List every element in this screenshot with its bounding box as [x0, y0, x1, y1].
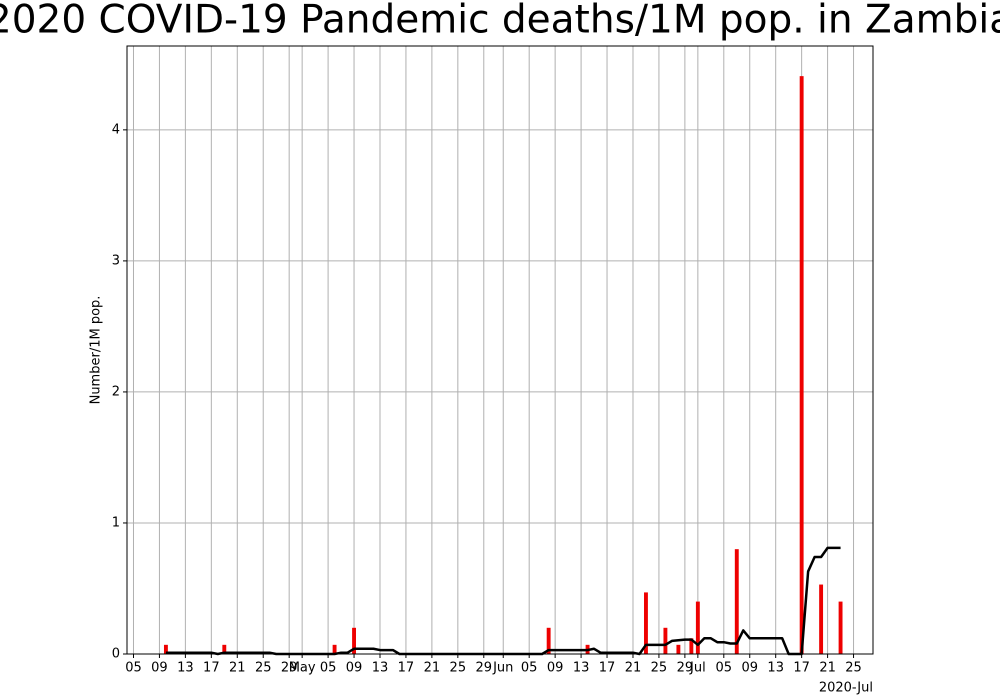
- bar: [734, 549, 739, 654]
- bar: [838, 601, 843, 654]
- bar: [332, 644, 337, 654]
- x-tick-label: 13: [573, 661, 590, 676]
- y-tick-label: 3: [112, 253, 120, 268]
- y-tick-label: 2: [112, 384, 120, 399]
- x-tick-label: 17: [398, 661, 415, 676]
- x-tick-label: 29: [281, 661, 298, 676]
- x-tick-label: Jul: [689, 661, 706, 676]
- bar: [676, 644, 681, 654]
- x-tick-label: 21: [229, 661, 246, 676]
- x-tick-label: May: [289, 661, 316, 676]
- bar: [546, 627, 551, 654]
- x-tick-label: 25: [450, 661, 467, 676]
- x-tick-label: Jun: [492, 661, 513, 676]
- plot-frame: [126, 45, 874, 655]
- bar: [644, 592, 648, 654]
- x-tick-label: 25: [255, 661, 272, 676]
- x-tick-label: 17: [599, 661, 616, 676]
- bar: [799, 76, 804, 654]
- x-tick-label: 05: [125, 661, 142, 676]
- bar: [819, 584, 824, 654]
- y-tick-label: 4: [112, 122, 120, 137]
- x-tick-label: 21: [625, 661, 642, 676]
- x-tick-label: 29: [677, 661, 694, 676]
- x-tick-label: 25: [845, 661, 862, 676]
- bar: [222, 644, 227, 654]
- line: [165, 546, 841, 656]
- x-tick-label: 17: [793, 661, 810, 676]
- y-axis-label: Number/1M pop.: [89, 296, 104, 405]
- x-tick-label: 17: [203, 661, 220, 676]
- x-tick-label: 09: [547, 661, 564, 676]
- x-tick-label: 05: [521, 661, 538, 676]
- x-tick-label: 13: [767, 661, 784, 676]
- x-tick-label: 05: [716, 661, 733, 676]
- x-tick-label: 29: [476, 661, 493, 676]
- bar: [663, 627, 668, 654]
- x-tick-label: 13: [177, 661, 194, 676]
- x-tick-label: 21: [819, 661, 836, 676]
- x-tick-label: 13: [372, 661, 389, 676]
- x-tick-label: 21: [424, 661, 441, 676]
- x-tick-label: 09: [346, 661, 363, 676]
- x-tick-label: 09: [741, 661, 758, 676]
- y-tick-label: 0: [112, 647, 120, 662]
- x-tick-label: 25: [651, 661, 668, 676]
- chart-title: 2020 COVID-19 Pandemic deaths/1M pop. in…: [0, 0, 1000, 43]
- x-offset-label: 2020-Jul: [819, 681, 873, 696]
- bar: [695, 601, 700, 654]
- x-tick-label: 09: [151, 661, 168, 676]
- bar: [352, 627, 356, 654]
- bar: [163, 644, 168, 654]
- x-tick-label: 05: [320, 661, 337, 676]
- y-tick-label: 1: [112, 515, 120, 530]
- bar: [689, 638, 694, 654]
